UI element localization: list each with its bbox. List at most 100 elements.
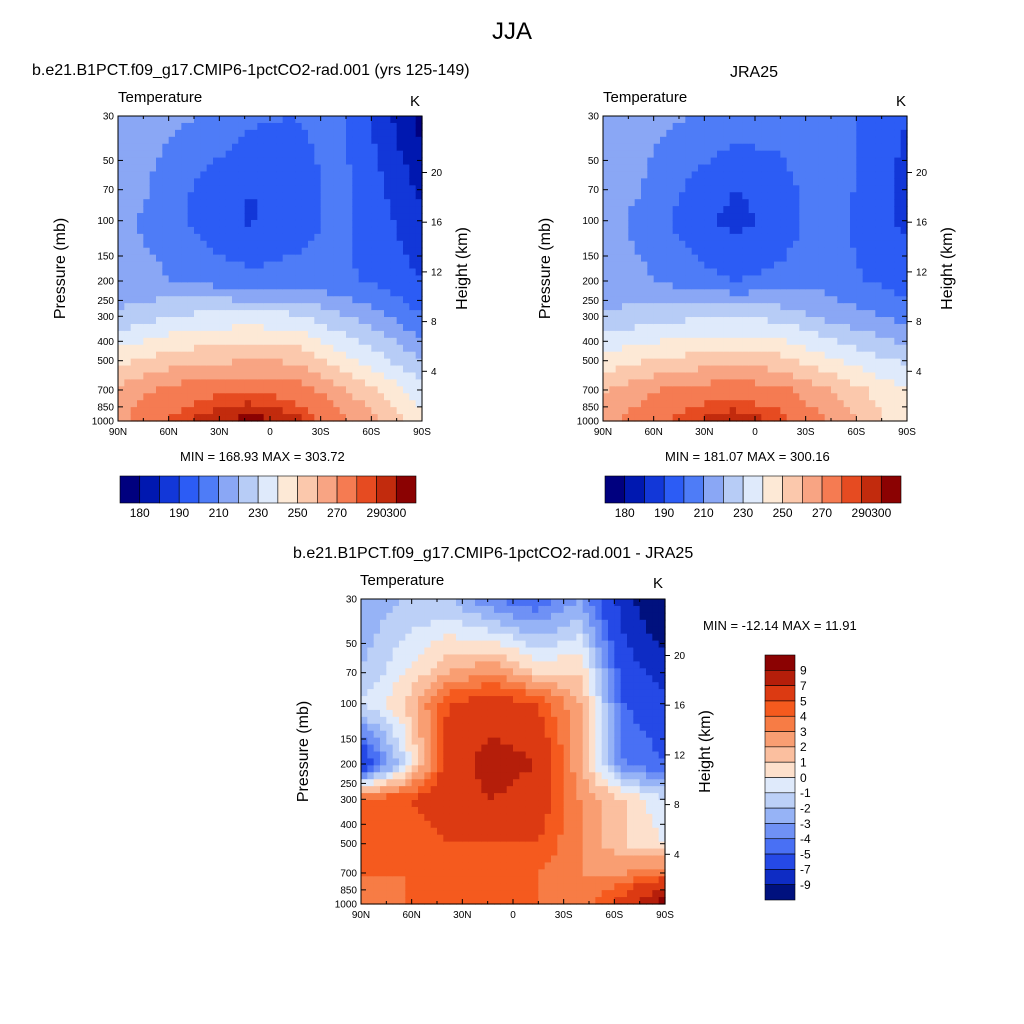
field-cell bbox=[698, 379, 705, 387]
field-cell bbox=[818, 171, 826, 179]
field-cell bbox=[200, 330, 208, 339]
field-cell bbox=[850, 178, 857, 186]
field-cell bbox=[856, 116, 864, 124]
y-tick-label: 1000 bbox=[92, 417, 115, 428]
field-cell bbox=[875, 275, 883, 283]
field-cell bbox=[187, 261, 195, 270]
field-cell bbox=[130, 358, 138, 367]
field-cell bbox=[137, 268, 144, 277]
field-cell bbox=[149, 303, 157, 311]
field-cell bbox=[723, 150, 731, 159]
field-cell bbox=[824, 372, 832, 381]
field-cell bbox=[352, 275, 360, 283]
field-cell bbox=[390, 386, 398, 394]
field-cell bbox=[409, 219, 417, 228]
field-cell bbox=[405, 779, 413, 787]
field-cell bbox=[276, 393, 284, 401]
field-cell bbox=[415, 213, 423, 221]
field-cell bbox=[339, 199, 347, 207]
field-cell bbox=[270, 351, 277, 360]
field-cell bbox=[162, 233, 170, 242]
x-tick-label: 60S bbox=[847, 427, 865, 438]
field-cell bbox=[352, 150, 360, 159]
field-cell bbox=[137, 171, 144, 179]
field-cell bbox=[270, 247, 277, 256]
field-cell bbox=[333, 192, 341, 200]
field-cell bbox=[723, 143, 731, 152]
field-cell bbox=[232, 303, 239, 311]
field-cell bbox=[365, 185, 372, 193]
field-cell bbox=[780, 317, 788, 325]
field-cell bbox=[831, 337, 838, 346]
variable-label-diff: Temperature bbox=[360, 572, 445, 589]
field-cell bbox=[162, 199, 170, 207]
field-cell bbox=[213, 171, 220, 179]
field-cell bbox=[818, 254, 826, 263]
field-cell bbox=[774, 199, 781, 207]
field-cell bbox=[390, 240, 398, 249]
field-cell bbox=[352, 344, 360, 353]
field-cell bbox=[333, 206, 341, 214]
field-cell bbox=[685, 275, 693, 283]
field-cell bbox=[767, 358, 775, 367]
field-cell bbox=[301, 330, 309, 339]
field-cell bbox=[856, 122, 864, 131]
field-cell bbox=[729, 407, 737, 415]
field-cell bbox=[251, 414, 258, 422]
field-cell bbox=[767, 268, 775, 277]
field-cell bbox=[352, 372, 360, 381]
field-cell bbox=[327, 365, 334, 374]
field-cell bbox=[251, 393, 258, 401]
field-cell bbox=[219, 226, 227, 235]
field-cell bbox=[380, 744, 387, 753]
field-cell bbox=[333, 164, 341, 173]
field-cell bbox=[812, 289, 819, 297]
field-cell bbox=[837, 282, 845, 290]
field-cell bbox=[755, 178, 762, 186]
field-cell bbox=[805, 136, 813, 145]
field-cell bbox=[251, 192, 258, 200]
field-cell bbox=[622, 337, 629, 346]
field-cell bbox=[187, 344, 195, 353]
colorbar-swatch bbox=[376, 475, 397, 504]
field-cell bbox=[282, 365, 290, 374]
field-cell bbox=[352, 171, 360, 179]
field-cell bbox=[780, 268, 788, 277]
field-cell bbox=[748, 282, 756, 290]
field-cell bbox=[780, 372, 788, 381]
field-cell bbox=[748, 226, 756, 235]
field-cell bbox=[653, 310, 661, 318]
field-cell bbox=[647, 116, 655, 124]
field-cell bbox=[365, 310, 372, 318]
field-cell bbox=[736, 275, 743, 283]
field-cell bbox=[843, 400, 851, 408]
field-cell bbox=[295, 268, 303, 277]
field-cell bbox=[156, 213, 163, 221]
field-cell bbox=[219, 164, 227, 173]
field-cell bbox=[206, 365, 214, 374]
field-cell bbox=[124, 157, 132, 166]
field-cell bbox=[276, 379, 284, 387]
field-cell bbox=[367, 730, 375, 739]
field-cell bbox=[156, 289, 163, 297]
field-cell bbox=[411, 605, 419, 614]
field-cell bbox=[666, 400, 674, 408]
field-cell bbox=[418, 779, 425, 787]
field-cell bbox=[238, 317, 246, 325]
field-cell bbox=[405, 862, 413, 870]
field-cell bbox=[900, 226, 908, 235]
field-cell bbox=[377, 303, 385, 311]
field-cell bbox=[289, 379, 296, 387]
field-cell bbox=[380, 682, 387, 690]
field-cell bbox=[181, 150, 189, 159]
field-cell bbox=[396, 337, 404, 346]
field-cell bbox=[384, 365, 391, 374]
field-cell bbox=[774, 268, 781, 277]
field-cell bbox=[774, 310, 781, 318]
field-cell bbox=[238, 254, 246, 263]
field-cell bbox=[761, 386, 769, 394]
field-cell bbox=[698, 365, 705, 374]
field-cell bbox=[187, 372, 195, 381]
field-cell bbox=[175, 247, 182, 256]
field-cell bbox=[875, 261, 883, 270]
